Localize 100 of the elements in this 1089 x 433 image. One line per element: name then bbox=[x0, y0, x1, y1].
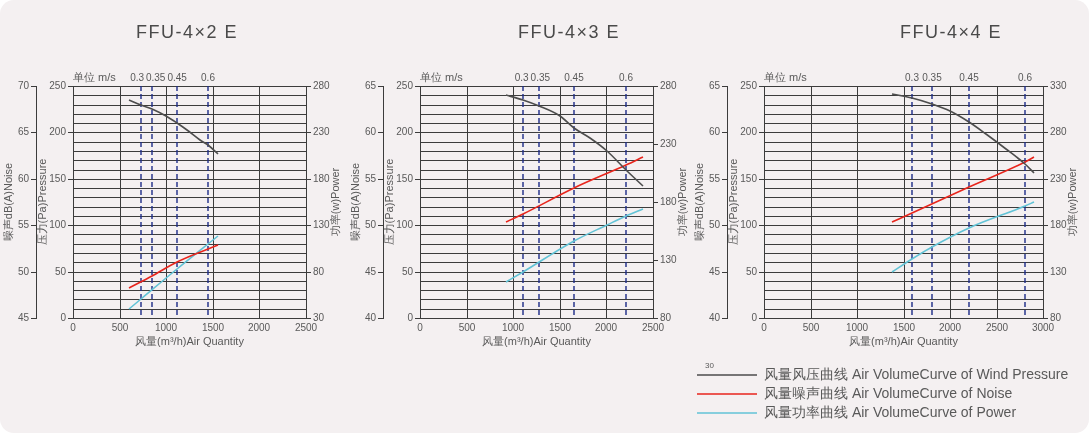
legend-label: 风量功率曲线 Air VolumeCurve of Power bbox=[764, 403, 1017, 420]
x-tick-label: 3000 bbox=[1031, 321, 1055, 333]
y2-tick-label: 230 bbox=[660, 137, 678, 149]
y-axis-title: 压力(Pa)Pressure bbox=[36, 158, 49, 246]
y-tick-label: 100 bbox=[396, 218, 414, 230]
y3-tick-label: 60 bbox=[708, 125, 721, 137]
x-tick-label: 1000 bbox=[154, 321, 178, 333]
y-tick-label: 50 bbox=[54, 265, 67, 277]
text: 0.3 bbox=[130, 71, 145, 83]
y3-tick-label: 60 bbox=[364, 125, 377, 137]
line-series bbox=[891, 156, 1035, 223]
y-tick-label: 100 bbox=[49, 218, 67, 230]
y2-tick-label: 280 bbox=[660, 79, 678, 91]
y3-tick-label: 50 bbox=[708, 218, 721, 230]
y3-tick-label: 45 bbox=[708, 265, 721, 277]
line-series bbox=[128, 99, 219, 155]
text: 0.45 bbox=[564, 71, 585, 83]
x-tick-label: 1000 bbox=[845, 321, 869, 333]
y2-tick-label: 130 bbox=[313, 218, 331, 230]
legend-label: 风量风压曲线 Air VolumeCurve of Wind Pressure bbox=[764, 365, 1069, 382]
text: 30 bbox=[705, 361, 715, 371]
y-tick-label: 150 bbox=[740, 172, 758, 184]
y2-tick-label: 230 bbox=[1050, 172, 1068, 184]
text: 0.3 bbox=[514, 71, 530, 83]
y2-tick-label: 30 bbox=[313, 311, 325, 323]
y-tick-label: 0 bbox=[751, 311, 758, 323]
y3-tick-label: 55 bbox=[17, 218, 30, 230]
line-series bbox=[505, 94, 644, 187]
y2-tick-label: 80 bbox=[1050, 311, 1062, 323]
y2-tick-label: 280 bbox=[1050, 125, 1068, 137]
x-tick-label: 0 bbox=[417, 321, 424, 333]
text: 0.45 bbox=[167, 71, 188, 83]
x-tick-label: 2500 bbox=[641, 321, 665, 333]
text: 0.3 bbox=[905, 71, 920, 83]
y-tick-label: 250 bbox=[740, 79, 758, 91]
y2-tick-label: 80 bbox=[660, 311, 672, 323]
y3-tick-label: 50 bbox=[17, 265, 30, 277]
y3-axis-title: 噪声dB(A)Noise bbox=[2, 162, 15, 242]
x-tick-label: 500 bbox=[111, 321, 129, 333]
y2-axis-title: 功率(w)Power bbox=[329, 167, 342, 237]
y2-tick-label: 80 bbox=[313, 265, 325, 277]
y3-tick-label: 65 bbox=[708, 79, 721, 91]
y3-tick-label: 65 bbox=[17, 125, 30, 137]
y-tick-label: 200 bbox=[740, 125, 758, 137]
x-tick-label: 0 bbox=[70, 321, 77, 333]
x-tick-label: 500 bbox=[802, 321, 820, 333]
y2-tick-label: 280 bbox=[313, 79, 331, 91]
line-series bbox=[891, 201, 1035, 273]
x-tick-label: 2000 bbox=[938, 321, 962, 333]
y2-tick-label: 180 bbox=[1050, 218, 1068, 230]
y-tick-label: 50 bbox=[401, 265, 414, 277]
y3-tick-label: 40 bbox=[364, 311, 377, 323]
line-series bbox=[128, 244, 219, 289]
text: 单位 m/s bbox=[420, 70, 464, 83]
y3-tick-label: 65 bbox=[364, 79, 377, 91]
text: 0.45 bbox=[959, 71, 980, 83]
y3-tick-label: 60 bbox=[17, 172, 30, 184]
text: 单位 m/s bbox=[764, 70, 808, 83]
text: 0.6 bbox=[1018, 71, 1033, 83]
chart-title: FFU-4×2 E bbox=[135, 22, 239, 43]
y2-axis-title: 功率(w)Power bbox=[676, 167, 689, 237]
x-axis-title: 风量(m³/h)Air Quantity bbox=[849, 335, 959, 348]
chart-title: FFU-4×4 E bbox=[899, 22, 1003, 43]
y3-tick-label: 55 bbox=[708, 172, 721, 184]
y3-tick-label: 40 bbox=[708, 311, 721, 323]
y-axis-title: 压力(Pa)Pressure bbox=[383, 158, 396, 246]
y2-tick-label: 180 bbox=[313, 172, 331, 184]
y-tick-label: 200 bbox=[49, 125, 67, 137]
text: 0.6 bbox=[201, 71, 216, 83]
y3-tick-label: 50 bbox=[364, 218, 377, 230]
text: 0.35 bbox=[922, 71, 943, 83]
y-tick-label: 150 bbox=[49, 172, 67, 184]
y2-tick-label: 130 bbox=[660, 253, 678, 265]
y3-tick-label: 55 bbox=[364, 172, 377, 184]
y3-axis-title: 噪声dB(A)Noise bbox=[349, 162, 362, 242]
x-tick-label: 1000 bbox=[501, 321, 525, 333]
text: 0.35 bbox=[530, 71, 551, 83]
x-tick-label: 500 bbox=[458, 321, 476, 333]
y2-tick-label: 330 bbox=[1050, 79, 1068, 91]
line-series bbox=[505, 208, 644, 283]
chart-title: FFU-4×3 E bbox=[517, 22, 621, 43]
line-series bbox=[891, 93, 1035, 174]
x-tick-label: 2500 bbox=[294, 321, 318, 333]
y-tick-label: 0 bbox=[60, 311, 67, 323]
y-axis-title: 压力(Pa)Pressure bbox=[727, 158, 740, 246]
line-series bbox=[128, 235, 219, 310]
y3-tick-label: 70 bbox=[17, 79, 30, 91]
y-tick-label: 100 bbox=[740, 218, 758, 230]
y-tick-label: 50 bbox=[745, 265, 758, 277]
x-tick-label: 0 bbox=[761, 321, 768, 333]
x-tick-label: 1500 bbox=[201, 321, 225, 333]
y3-tick-label: 45 bbox=[17, 311, 30, 323]
y2-tick-label: 230 bbox=[313, 125, 331, 137]
y-tick-label: 200 bbox=[396, 125, 414, 137]
y3-axis-title: 噪声dB(A)Noise bbox=[693, 162, 706, 242]
text: 单位 m/s bbox=[73, 70, 117, 83]
x-tick-label: 1500 bbox=[892, 321, 916, 333]
text: 0.6 bbox=[619, 71, 634, 83]
y3-tick-label: 45 bbox=[364, 265, 377, 277]
x-tick-label: 2000 bbox=[594, 321, 618, 333]
